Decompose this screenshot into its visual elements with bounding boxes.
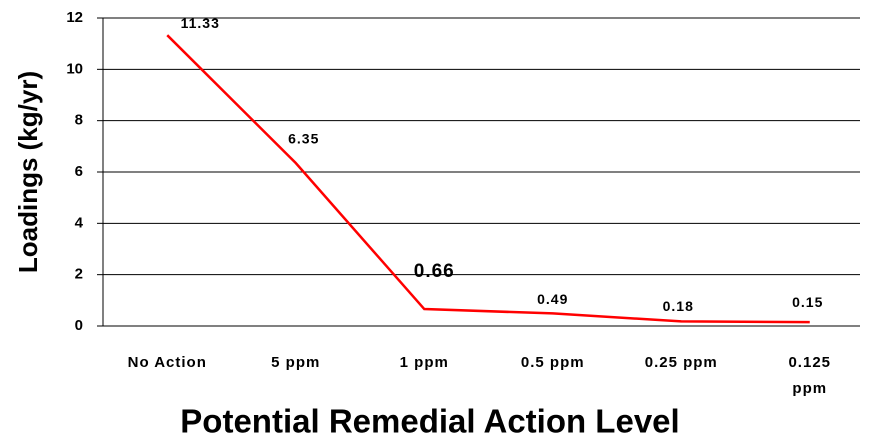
y-tick-label: 4	[75, 214, 84, 231]
data-label: 11.33	[181, 15, 220, 31]
x-tick-label: 0.5 ppm	[520, 354, 585, 371]
data-label: 6.35	[288, 131, 319, 147]
y-tick-label: 8	[75, 112, 83, 129]
x-axis-title: Potential Remedial Action Level	[180, 403, 679, 440]
line	[166, 34, 810, 324]
y-axis-title: Loadings (kg/yr)	[13, 71, 43, 273]
y-tick-label: 0	[75, 317, 83, 334]
y-tick-label: 10	[66, 60, 83, 77]
data-label: 0.49	[537, 291, 568, 307]
y-tick-label: 2	[75, 266, 83, 283]
x-tick-label: 5 ppm	[271, 354, 321, 371]
x-tick-label: 1 ppm	[399, 354, 449, 371]
data-label: 0.66	[414, 261, 455, 282]
y-tick-label: 12	[66, 9, 83, 26]
x-tick-label: 0.25 ppm	[644, 354, 718, 371]
x-tick-label: No Action	[127, 354, 207, 371]
x-tick-label: 0.125 ppm	[788, 354, 832, 397]
y-tick-label: 6	[75, 163, 83, 180]
data-label: 0.18	[663, 298, 694, 314]
data-label: 0.15	[792, 294, 823, 310]
